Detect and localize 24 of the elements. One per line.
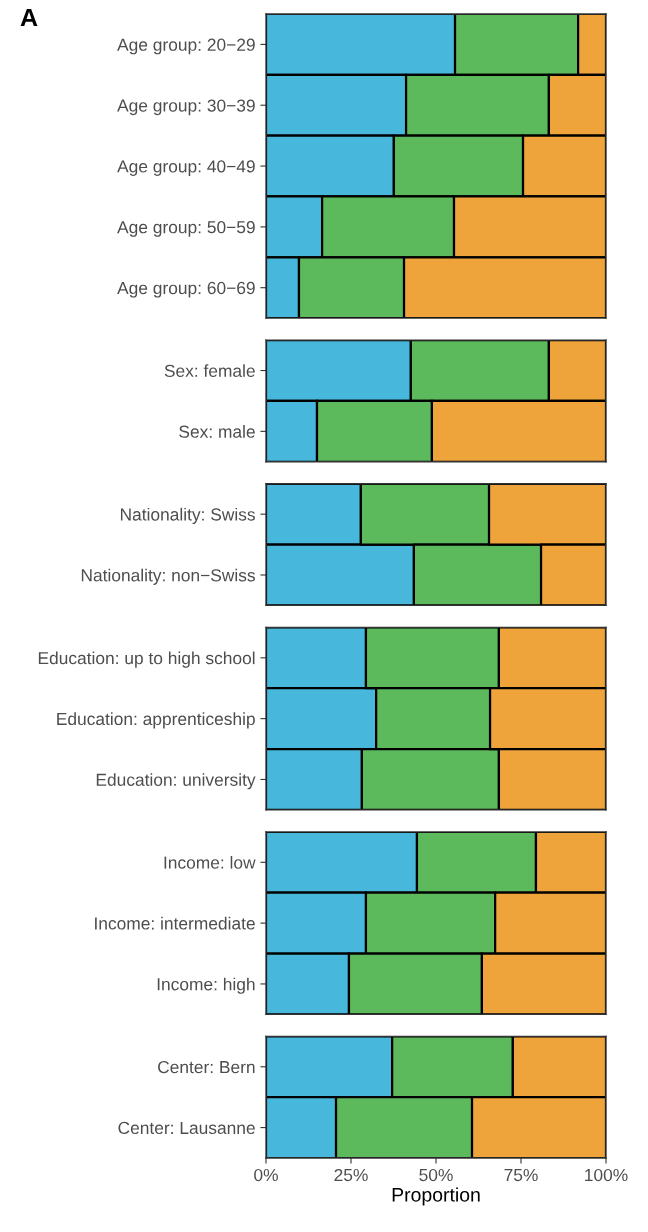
x-tick-label: 100% bbox=[585, 1168, 628, 1182]
x-tick-label: 50% bbox=[419, 1168, 453, 1182]
y-tick-label: Education: up to high school bbox=[38, 651, 255, 668]
x-axis-title: Proportion bbox=[392, 1187, 480, 1206]
y-tick-label: Age group: 40−49 bbox=[117, 160, 255, 176]
x-tick-label: 0% bbox=[254, 1168, 278, 1182]
x-tick-label: 25% bbox=[334, 1168, 368, 1182]
y-tick-label: Age group: 30−39 bbox=[117, 99, 255, 116]
y-tick-label: Center: Bern bbox=[158, 1060, 255, 1074]
y-tick-label: Sex: female bbox=[164, 364, 255, 377]
y-tick-label: Sex: male bbox=[179, 425, 255, 438]
y-tick-label: Center: Lausanne bbox=[118, 1121, 255, 1135]
y-tick-label: Nationality: non−Swiss bbox=[81, 568, 255, 585]
y-tick-label: Income: intermediate bbox=[95, 916, 255, 930]
y-tick-label: Age group: 50−59 bbox=[117, 221, 255, 237]
y-tick-label: Education: apprenticeship bbox=[57, 712, 255, 729]
y-tick-label: Education: university bbox=[96, 773, 256, 790]
y-tick-label: Income: high bbox=[157, 977, 255, 994]
x-tick-label: 75% bbox=[504, 1168, 538, 1182]
y-tick-label: Age group: 20−29 bbox=[117, 38, 255, 55]
y-tick-label: Income: low bbox=[164, 856, 256, 869]
text: A bbox=[20, 8, 38, 27]
y-tick-label: Nationality: Swiss bbox=[120, 507, 255, 525]
y-tick-label: Age group: 60−69 bbox=[117, 281, 255, 298]
